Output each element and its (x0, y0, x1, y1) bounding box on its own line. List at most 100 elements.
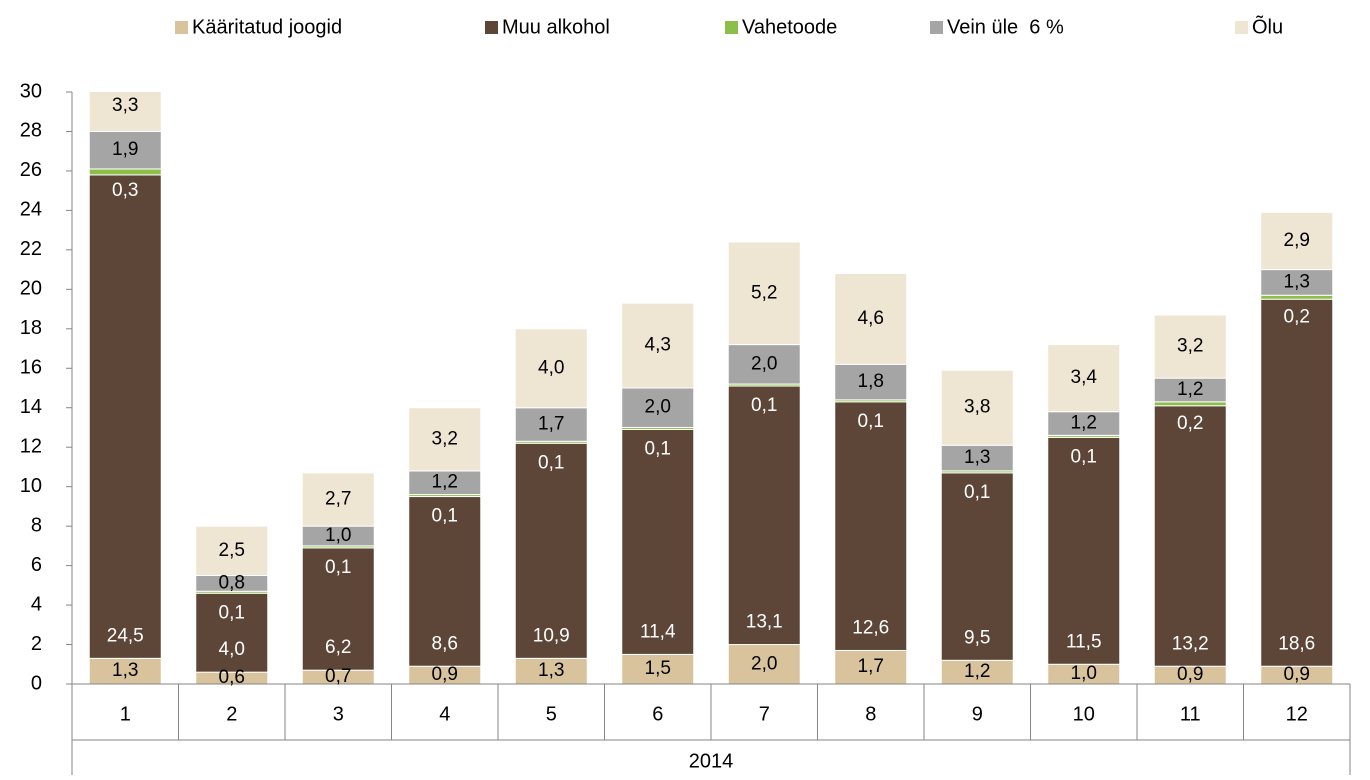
value-label: 11,5 (1066, 631, 1102, 652)
bar-segment (727, 344, 801, 385)
value-label: 0,1 (538, 452, 564, 473)
x-tick-label: 11 (1180, 703, 1201, 725)
value-label: 12,6 (852, 617, 889, 638)
value-label: 1,2 (1177, 379, 1203, 400)
x-tick-label: 3 (333, 703, 344, 725)
value-label: 2,0 (645, 397, 671, 418)
bar-segment (834, 401, 908, 651)
y-tick-label: 22 (20, 238, 42, 260)
y-tick-label: 14 (20, 396, 42, 418)
legend-label: Vein üle 6 % (947, 16, 1064, 38)
y-tick-label: 28 (20, 120, 42, 142)
bar-segment (727, 241, 801, 346)
value-label: 2,0 (751, 653, 777, 674)
value-label: 8,6 (432, 633, 458, 654)
value-label: 10,9 (533, 625, 570, 646)
y-tick-label: 16 (20, 357, 42, 379)
value-label: 0,1 (325, 557, 351, 578)
value-label: 4,3 (645, 335, 671, 356)
value-label: 1,5 (645, 658, 671, 679)
bar-segment (834, 273, 908, 365)
bar-segment (940, 472, 1014, 661)
bar-segment (514, 442, 588, 659)
bar-segment (621, 387, 695, 428)
legend-swatch (930, 21, 943, 34)
value-label: 3,3 (112, 95, 138, 116)
bar-segment (195, 592, 269, 673)
value-label: 2,0 (751, 353, 777, 374)
value-label: 0,1 (751, 395, 777, 416)
x-tick-label: 10 (1073, 703, 1095, 725)
value-label: 2,9 (1284, 230, 1310, 251)
value-label: 0,2 (1284, 306, 1310, 327)
value-label: 1,2 (432, 472, 458, 493)
bar-segment (727, 385, 801, 646)
value-label: 13,1 (746, 612, 783, 633)
value-label: 0,6 (219, 667, 245, 688)
y-tick-label: 26 (20, 159, 42, 181)
x-tick-label: 6 (652, 703, 663, 725)
value-label: 4,6 (858, 308, 884, 329)
bar-segment (514, 407, 588, 442)
value-label: 1,2 (964, 661, 990, 682)
bar-segment (621, 653, 695, 684)
x-tick-label: 5 (546, 703, 557, 725)
x-tick-label: 9 (972, 703, 983, 725)
x-tick-label: 2 (226, 703, 237, 725)
y-tick-label: 18 (20, 317, 42, 339)
y-tick-label: 8 (31, 514, 42, 536)
y-tick-label: 4 (31, 593, 42, 615)
value-label: 13,2 (1172, 633, 1209, 654)
bar-segment (940, 444, 1014, 472)
value-label: 0,9 (1177, 664, 1203, 685)
legend-swatch (175, 21, 188, 34)
value-label: 1,8 (858, 371, 884, 392)
value-label: 1,0 (1071, 663, 1097, 684)
bar-segment (621, 428, 695, 655)
bar-segment (195, 525, 269, 576)
y-tick-label: 30 (20, 80, 42, 102)
value-label: 0,8 (219, 572, 245, 593)
bar-segment (88, 168, 162, 176)
value-label: 18,6 (1278, 633, 1315, 654)
value-label: 1,9 (112, 139, 138, 160)
bar-segment (88, 657, 162, 684)
bar-segment (1153, 314, 1227, 379)
value-label: 0,9 (1284, 664, 1310, 685)
value-label: 0,2 (1177, 413, 1203, 434)
value-label: 3,8 (964, 397, 990, 418)
bar-segment (834, 649, 908, 684)
value-label: 6,2 (325, 637, 351, 658)
value-label: 0,1 (964, 482, 990, 503)
bar-segment (408, 407, 482, 472)
y-tick-label: 12 (20, 435, 42, 457)
legend-swatch (485, 21, 498, 34)
bar-segment (1153, 405, 1227, 667)
legend-label: Õlu (1252, 14, 1283, 38)
legend-label: Vahetoode (742, 16, 837, 38)
bar-segment (940, 369, 1014, 446)
y-tick-label: 0 (31, 672, 42, 694)
group-label: 2014 (689, 750, 734, 772)
value-label: 9,5 (964, 627, 990, 648)
bar-segment (1260, 298, 1334, 667)
value-label: 3,2 (1177, 336, 1203, 357)
value-label: 11,4 (640, 621, 676, 642)
value-label: 1,7 (538, 414, 564, 435)
bar-segment (727, 644, 801, 684)
plot-area (88, 92, 1334, 684)
x-tick-label: 4 (439, 703, 450, 725)
value-label: 4,0 (219, 639, 245, 660)
value-label: 0,1 (432, 506, 458, 527)
bar-segment (514, 328, 588, 409)
value-label: 0,3 (112, 180, 138, 201)
legend-swatch (725, 21, 738, 34)
value-label: 1,7 (858, 656, 884, 677)
value-label: 24,5 (107, 625, 144, 646)
bar-segment (834, 363, 908, 401)
value-label: 0,9 (432, 664, 458, 685)
bar-segment (1260, 269, 1334, 296)
bar-segment (88, 92, 162, 132)
value-label: 3,4 (1071, 367, 1098, 388)
value-label: 1,0 (325, 525, 351, 546)
